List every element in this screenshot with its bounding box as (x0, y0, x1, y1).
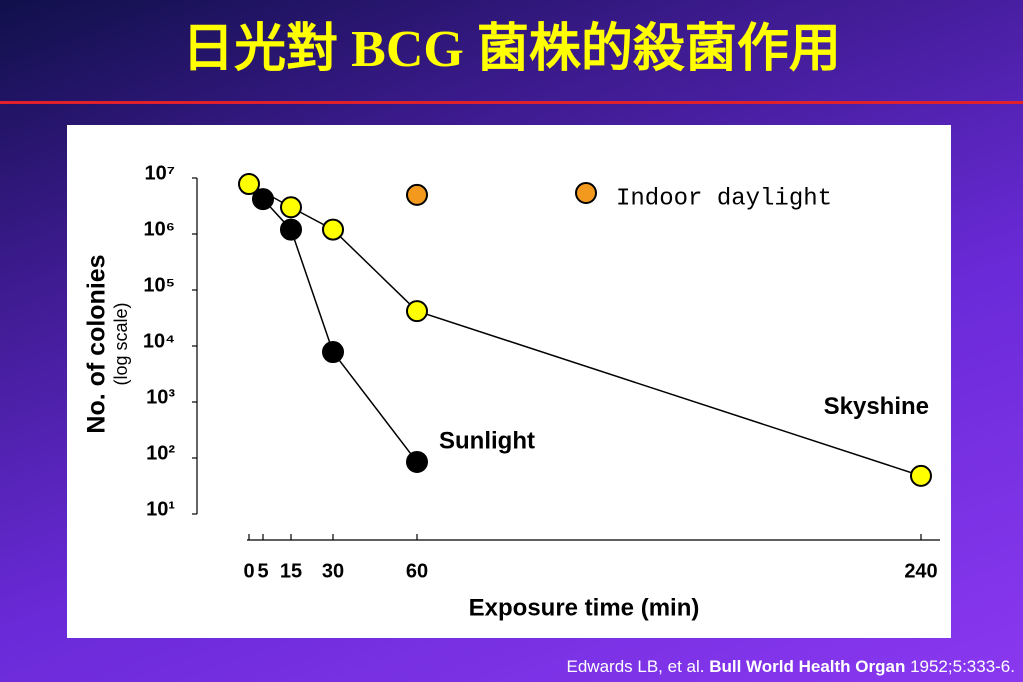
x-tick-label: 15 (280, 560, 302, 582)
series-label: Skyshine (824, 393, 929, 420)
legend-marker (575, 182, 597, 204)
data-point (280, 218, 302, 241)
y-tick-label: 10¹ (146, 498, 175, 520)
data-point (322, 341, 344, 364)
data-point (406, 300, 428, 323)
data-point (910, 464, 932, 487)
citation: Edwards LB, et al. Bull World Health Org… (567, 657, 1015, 677)
y-tick-label: 10⁷ (145, 162, 176, 184)
series-line (262, 198, 418, 463)
citation-journal: Bull World Health Organ (709, 657, 906, 676)
slide-title: 日光對 BCG 菌株的殺菌作用 (182, 21, 841, 78)
data-point (322, 218, 344, 241)
x-tick-label: 240 (904, 560, 937, 582)
data-point (280, 196, 302, 219)
citation-ref: 1952;5:333-6. (905, 657, 1015, 676)
x-tick-label: 60 (406, 560, 428, 582)
y-tick-label: 10⁶ (144, 218, 175, 240)
data-point (238, 173, 260, 196)
y-tick-label: 10⁴ (143, 330, 175, 352)
y-tick-label: 10⁵ (143, 274, 175, 296)
plot-panel (67, 125, 951, 638)
data-point (252, 188, 274, 211)
y-tick-label: 10³ (146, 386, 175, 408)
x-tick-label: 30 (322, 560, 344, 582)
title-rule (0, 101, 1023, 104)
y-tick-label: 10² (146, 442, 175, 464)
x-tick-label: 0 (243, 560, 254, 582)
y-axis-title: No. of colonies (83, 254, 111, 433)
x-tick-label: 5 (257, 560, 268, 582)
data-point (406, 183, 428, 206)
legend-label: Indoor daylight (616, 185, 832, 212)
data-point (406, 450, 428, 473)
x-axis-title: Exposure time (min) (469, 594, 700, 621)
y-axis-subtitle: (log scale) (111, 302, 131, 385)
citation-authors: Edwards LB, et al. (566, 657, 710, 676)
series-label: Sunlight (439, 427, 535, 454)
